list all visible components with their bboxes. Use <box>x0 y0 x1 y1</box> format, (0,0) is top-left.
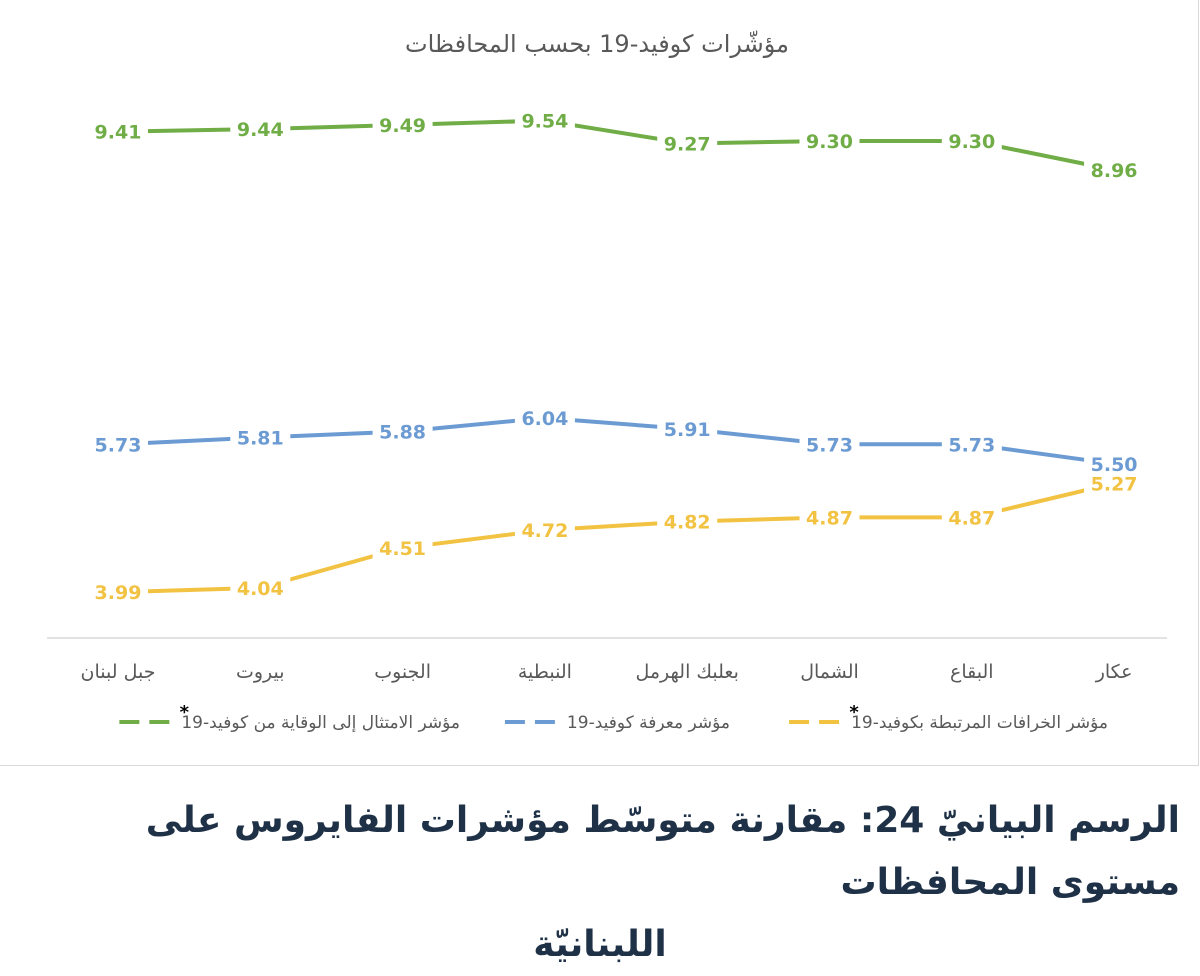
data-label-bg <box>1084 157 1145 182</box>
figure-caption: الرسم البيانيّ 24: مقارنة متوسّط مؤشرات … <box>20 790 1180 976</box>
data-label: 9.30 <box>806 131 853 153</box>
data-label: 5.27 <box>1091 473 1138 495</box>
caption-line-2: اللبنانيّة <box>533 924 667 965</box>
data-label-bg <box>1084 471 1145 496</box>
legend: مؤشر الامتثال إلى الوقاية من كوفيد-19* مؤ… <box>119 702 1108 733</box>
data-label: 5.73 <box>948 434 995 456</box>
data-label-bg <box>230 575 291 600</box>
data-label-bg <box>88 432 148 457</box>
data-label: 4.82 <box>664 512 711 534</box>
data-labels-layer: 9.41 9.44 9.49 9.54 9.27 9.30 9.30 8.96 5.73 5.81… <box>88 108 1145 605</box>
data-label-bg <box>657 509 718 534</box>
data-label: 9.27 <box>664 134 711 156</box>
data-label: 5.91 <box>664 419 711 441</box>
chart-frame: مؤشّرات كوفيد-19 بحسب المحافظات 9.41 9.44… <box>0 0 1199 766</box>
data-label-bg <box>88 580 148 605</box>
x-tick-label: الجنوب <box>374 661 431 683</box>
data-label: 9.30 <box>948 131 995 153</box>
caption-line-1: الرسم البيانيّ 24: مقارنة متوسّط مؤشرات … <box>145 800 1180 903</box>
data-label-bg <box>799 432 860 457</box>
data-label: 9.54 <box>521 111 568 133</box>
data-label-bg <box>230 425 291 450</box>
legend-label: مؤشر معرفة كوفيد-19 <box>567 713 730 733</box>
data-label: 4.51 <box>379 538 426 560</box>
data-label: 5.73 <box>95 434 142 456</box>
data-label-bg <box>941 432 1002 457</box>
chart-title: مؤشّرات كوفيد-19 بحسب المحافظات <box>405 30 789 58</box>
data-label-bg <box>514 518 575 543</box>
data-label: 4.72 <box>521 520 568 542</box>
data-label: 3.99 <box>95 582 142 604</box>
x-tick-label: عكار <box>1095 661 1133 683</box>
data-label: 6.04 <box>521 408 568 430</box>
x-tick-label: جبل لبنان <box>81 661 156 683</box>
legend-asterisk: * <box>849 702 859 723</box>
data-label: 9.41 <box>95 122 142 144</box>
data-label-bg <box>941 128 1002 153</box>
data-label: 9.44 <box>237 119 284 141</box>
x-tick-label: الشمال <box>800 661 859 683</box>
data-label-bg <box>799 505 860 530</box>
data-label: 5.73 <box>806 434 853 456</box>
x-tick-label: النبطية <box>518 661 572 683</box>
data-label: 5.81 <box>237 427 284 449</box>
data-label: 5.88 <box>379 422 426 444</box>
series-line-2 <box>116 481 1117 595</box>
data-label-bg <box>372 535 433 560</box>
data-label: 4.87 <box>806 507 853 529</box>
legend-label: مؤشر الخرافات المرتبطة بكوفيد-19 <box>851 713 1108 733</box>
data-label-bg <box>230 117 291 142</box>
data-label-bg <box>941 505 1002 530</box>
data-label-bg <box>372 112 433 137</box>
data-label: 4.04 <box>237 578 284 600</box>
data-label-bg <box>88 119 148 144</box>
data-label-bg <box>657 416 718 441</box>
data-label: 9.49 <box>379 115 426 137</box>
line-chart: مؤشّرات كوفيد-19 بحسب المحافظات 9.41 9.44… <box>47 30 1167 733</box>
data-label-bg <box>372 419 433 444</box>
x-tick-labels: جبل لبنان بيروت الجنوب النبطية بعلبك الهرمل ا… <box>81 661 1133 683</box>
data-label-bg <box>799 128 860 153</box>
data-label-bg <box>657 131 718 156</box>
data-label: 4.87 <box>948 507 995 529</box>
data-label: 5.50 <box>1091 454 1138 476</box>
legend-label: مؤشر الامتثال إلى الوقاية من كوفيد-19 <box>181 713 460 733</box>
data-label: 8.96 <box>1091 160 1138 182</box>
data-label-bg <box>514 405 575 430</box>
x-tick-label: بعلبك الهرمل <box>635 661 738 683</box>
legend-asterisk: * <box>180 702 190 723</box>
x-tick-label: بيروت <box>236 661 285 683</box>
x-tick-label: البقاع <box>950 661 994 683</box>
data-label-bg <box>514 108 575 133</box>
